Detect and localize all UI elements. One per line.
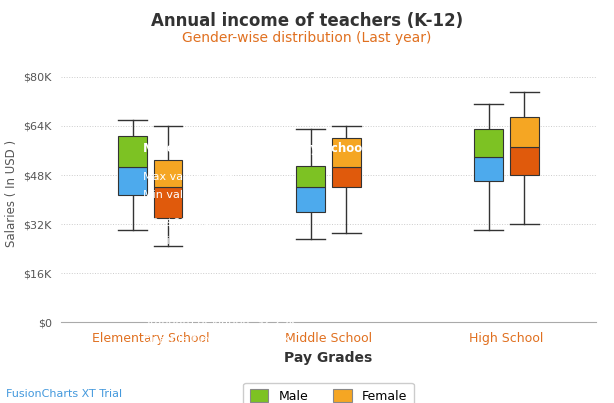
Text: Median: $50.5K: Median: $50.5K <box>144 236 230 245</box>
Bar <box>119 167 147 195</box>
Bar <box>297 187 325 212</box>
X-axis label: Pay Grades: Pay Grades <box>284 351 373 365</box>
Text: Male Teachers-Elementary School: Male Teachers-Elementary School <box>144 142 367 155</box>
Text: Q1: $41.48K: Q1: $41.48K <box>144 253 212 264</box>
Text: Gender-wise distribution (Last year): Gender-wise distribution (Last year) <box>182 31 432 45</box>
Text: FusionCharts XT Trial: FusionCharts XT Trial <box>6 389 122 399</box>
Bar <box>475 129 503 157</box>
Text: Max value: $66K: Max value: $66K <box>144 171 236 181</box>
Bar <box>297 166 325 187</box>
Text: Q3: $60.82K: Q3: $60.82K <box>144 218 212 228</box>
Bar <box>475 157 503 181</box>
Text: Quartile Deviation: $9.67K: Quartile Deviation: $9.67K <box>144 334 292 344</box>
Bar <box>119 136 147 167</box>
Text: Min value: $30K: Min value: $30K <box>144 189 233 199</box>
Bar <box>154 160 182 187</box>
Bar <box>510 147 538 175</box>
Bar <box>332 167 360 187</box>
Text: Mean Deviation: $9.11K: Mean Deviation: $9.11K <box>144 352 277 362</box>
Text: Annual income of teachers (K-12): Annual income of teachers (K-12) <box>151 12 463 30</box>
Bar <box>154 187 182 218</box>
Legend: Male, Female: Male, Female <box>243 383 414 403</box>
Text: Mean: $49.72K: Mean: $49.72K <box>144 282 227 292</box>
Bar <box>510 117 538 147</box>
Y-axis label: Salaries ( In USD ): Salaries ( In USD ) <box>5 140 18 247</box>
Text: Standard deviation: $2.29K: Standard deviation: $2.29K <box>144 316 297 326</box>
Bar <box>332 138 360 167</box>
